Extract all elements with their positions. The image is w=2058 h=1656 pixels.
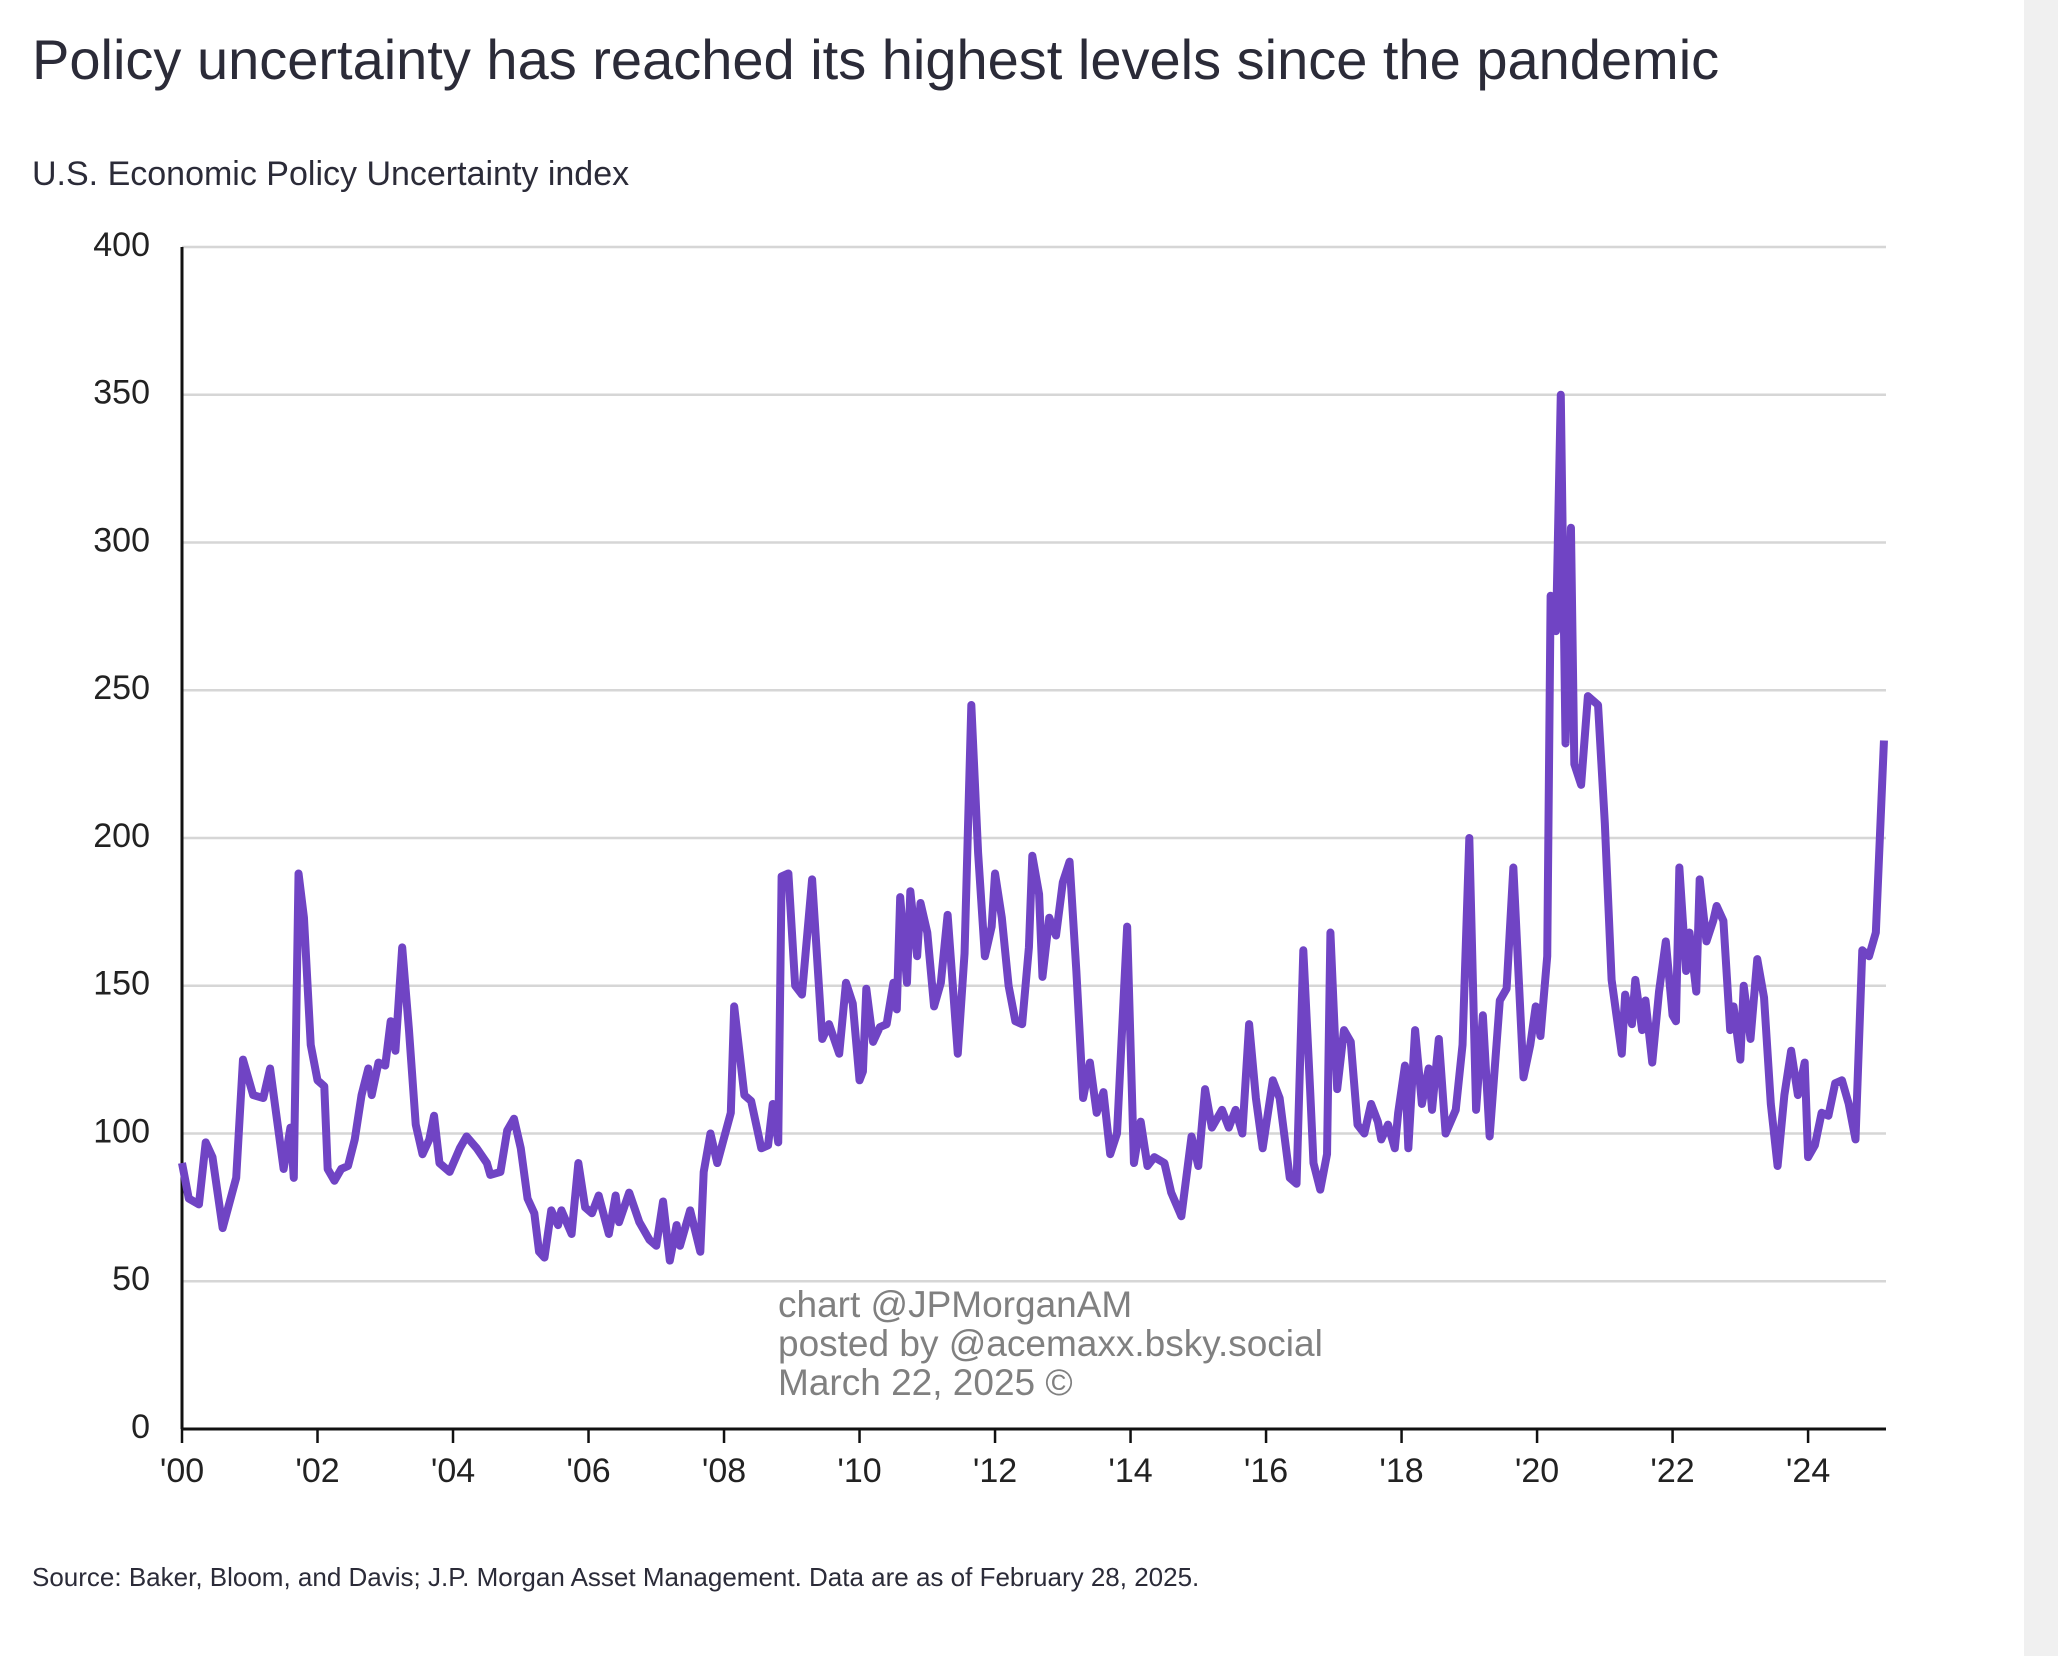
data-line — [178, 390, 1888, 1265]
x-tick-label: '16 — [1244, 1452, 1288, 1490]
y-tick-label: 50 — [112, 1260, 150, 1298]
x-tick-label: '20 — [1515, 1452, 1559, 1490]
y-tick-label: 150 — [93, 965, 150, 1003]
side-strip — [2024, 0, 2058, 1656]
y-tick-label: 100 — [93, 1112, 150, 1150]
watermark: chart @JPMorganAM — [778, 1284, 1132, 1325]
chart-title: Policy uncertainty has reached its highe… — [32, 28, 1719, 91]
x-tick-label: '22 — [1650, 1452, 1694, 1490]
x-tick-label: '14 — [1108, 1452, 1152, 1490]
source-note: Source: Baker, Bloom, and Davis; J.P. Mo… — [32, 1562, 1199, 1592]
x-tick-label: '08 — [702, 1452, 746, 1490]
chart-subtitle: U.S. Economic Policy Uncertainty index — [32, 155, 629, 193]
y-tick-label: 200 — [93, 817, 150, 855]
x-tick-label: '18 — [1379, 1452, 1423, 1490]
x-tick-label: '12 — [973, 1452, 1017, 1490]
x-tick-label: '00 — [160, 1452, 204, 1490]
y-tick-label: 400 — [93, 226, 150, 264]
watermark: posted by @acemaxx.bsky.social — [778, 1323, 1323, 1364]
watermark: March 22, 2025 © — [778, 1362, 1073, 1403]
x-tick-label: '02 — [295, 1452, 339, 1490]
y-tick-label: 250 — [93, 669, 150, 707]
y-tick-label: 0 — [131, 1408, 150, 1446]
x-tick-label: '24 — [1786, 1452, 1830, 1490]
y-tick-label: 350 — [93, 374, 150, 412]
x-tick-label: '06 — [566, 1452, 610, 1490]
y-tick-label: 300 — [93, 521, 150, 559]
x-tick-label: '10 — [837, 1452, 881, 1490]
x-tick-label: '04 — [431, 1452, 475, 1490]
